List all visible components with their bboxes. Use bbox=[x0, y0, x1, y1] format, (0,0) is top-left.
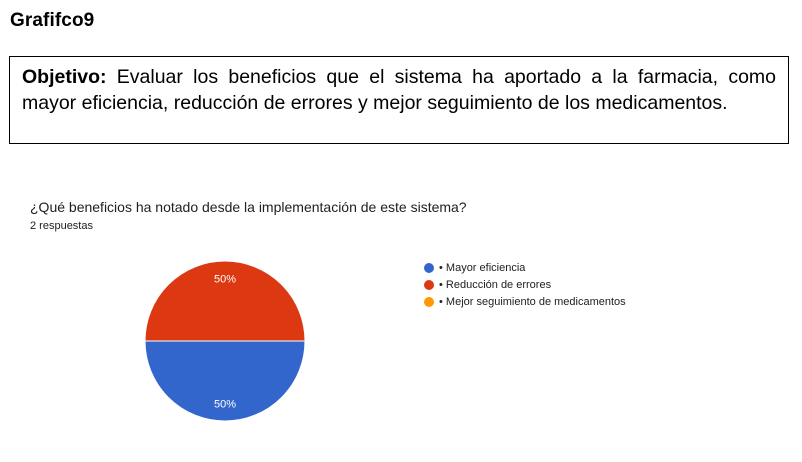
legend-label: • Reducción de errores bbox=[439, 278, 552, 291]
pie-slice-1 bbox=[144, 340, 306, 422]
page-heading: Grafifco9 bbox=[10, 10, 95, 31]
legend-item-3: • Mejor seguimiento de medicamentos bbox=[424, 293, 626, 310]
legend-item-1: • Mayor eficiencia bbox=[424, 259, 626, 276]
legend-swatch bbox=[424, 262, 434, 273]
pie-slice-2 bbox=[144, 260, 306, 342]
legend-item-2: • Reducción de errores bbox=[424, 276, 626, 293]
pie-data-label-1: 50% bbox=[214, 274, 236, 286]
pie-data-labels: 50% 50% bbox=[214, 274, 236, 411]
legend-swatch bbox=[424, 296, 434, 307]
legend-label: • Mejor seguimiento de medicamentos bbox=[439, 295, 626, 308]
objective-text: Evaluar los beneficios que el sistema ha… bbox=[22, 66, 776, 114]
chart-legend: • Mayor eficiencia • Reducción de errores… bbox=[424, 259, 626, 310]
objective-label: Objetivo: bbox=[22, 66, 107, 88]
legend-swatch bbox=[424, 279, 434, 290]
response-count: 2 respuestas bbox=[30, 220, 93, 232]
pie-data-label-2: 50% bbox=[214, 398, 236, 410]
legend-label: • Mayor eficiencia bbox=[439, 261, 526, 274]
question-title: ¿Qué beneficios ha notado desde la imple… bbox=[30, 199, 467, 215]
objective-box: Objetivo: Evaluar los beneficios que el … bbox=[9, 56, 789, 144]
pie-slices bbox=[144, 260, 306, 422]
